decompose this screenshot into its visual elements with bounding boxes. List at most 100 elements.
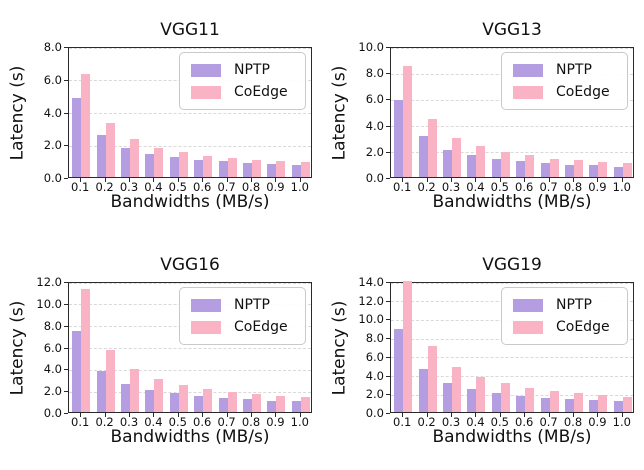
bar-nptp: [613, 401, 623, 412]
gridline: [391, 152, 633, 154]
subplot-vgg11: VGG11 Latency (s) Bandwidths (MB/s) NPTP CoE…: [0, 0, 322, 235]
gridline: [391, 394, 633, 396]
bar-coedge: [403, 281, 413, 412]
y-tick-label: 10.0: [358, 40, 384, 54]
bar-nptp: [565, 164, 574, 177]
subplot-vgg19: VGG19 Latency (s) Bandwidths (MB/s) NPTP CoE…: [322, 235, 644, 470]
bar-coedge: [203, 155, 213, 177]
x-tick-label: 0.1: [71, 180, 90, 194]
bar-nptp: [516, 161, 526, 177]
x-tick-label: 0.9: [588, 180, 607, 194]
y-tick-label: 4.0: [43, 105, 62, 120]
x-axis-label: Bandwidths (MB/s): [432, 427, 592, 447]
y-tick-label: 6.0: [43, 72, 62, 87]
x-tick-mark: [573, 413, 574, 417]
gridline: [391, 376, 633, 378]
bar-nptp: [418, 136, 428, 177]
y-tick-label: 0.0: [43, 406, 62, 420]
y-tick-label: 10.0: [36, 296, 62, 311]
bar-nptp: [491, 158, 501, 177]
y-tick-label: 8.0: [43, 40, 62, 54]
x-tick-mark: [524, 178, 526, 182]
x-tick-mark: [475, 178, 477, 182]
chart-title: VGG11: [160, 20, 220, 40]
x-axis-label: Bandwidths (MB/s): [432, 192, 592, 212]
bar-coedge: [276, 395, 286, 412]
bar-nptp: [194, 396, 204, 412]
x-tick-label: 0.7: [217, 180, 236, 194]
legend-label: NPTP: [556, 61, 592, 78]
y-tick-label: 2.0: [43, 138, 62, 153]
x-tick-mark: [299, 178, 301, 182]
bar-coedge: [276, 161, 286, 177]
y-tick-mark: [386, 99, 390, 101]
bar-coedge: [105, 349, 115, 412]
x-tick-mark: [548, 178, 550, 182]
bar-coedge: [81, 288, 91, 412]
legend-label: NPTP: [234, 296, 270, 313]
x-tick-mark: [129, 413, 130, 417]
bar-nptp: [443, 382, 452, 412]
x-tick-mark: [275, 178, 277, 182]
gridline: [69, 47, 311, 49]
x-tick-mark: [451, 178, 452, 182]
legend-item-nptp: NPTP: [513, 294, 627, 316]
legend-item-nptp: NPTP: [513, 59, 627, 81]
legend-label: CoEdge: [556, 83, 610, 100]
y-tick-label: 2.0: [365, 387, 384, 402]
y-tick-label: 6.0: [365, 349, 384, 364]
bar-nptp: [613, 166, 623, 177]
legend-label: NPTP: [556, 296, 592, 313]
gridline: [391, 282, 633, 284]
y-tick-mark: [386, 300, 390, 302]
x-tick-mark: [80, 413, 82, 417]
y-tick-label: 0.0: [365, 171, 384, 185]
x-tick-label: 0.2: [417, 180, 436, 194]
bar-coedge: [227, 158, 237, 177]
y-tick-mark: [64, 413, 68, 414]
y-tick-mark: [386, 73, 390, 75]
y-axis-label: Latency (s): [329, 300, 350, 396]
bar-nptp: [145, 154, 155, 177]
y-tick-label: 10.0: [358, 312, 384, 327]
x-tick-label: 0.9: [266, 180, 285, 194]
bar-nptp: [418, 368, 428, 412]
x-tick-mark: [475, 413, 477, 417]
chart-title: VGG13: [482, 20, 542, 40]
x-tick-label: 0.8: [241, 180, 261, 194]
legend-swatch-coedge: [513, 85, 543, 99]
y-tick-mark: [386, 413, 390, 414]
bar-coedge: [300, 162, 310, 177]
bar-coedge: [403, 65, 413, 177]
gridline: [391, 357, 633, 359]
x-tick-label: 0.2: [417, 415, 436, 429]
x-tick-mark: [426, 178, 428, 182]
bar-coedge: [622, 396, 632, 412]
legend: NPTP CoEdge: [179, 52, 306, 110]
x-tick-mark: [524, 413, 526, 417]
x-tick-label: 0.1: [393, 180, 412, 194]
y-tick-label: 6.0: [365, 92, 384, 107]
y-tick-label: 8.0: [365, 331, 384, 346]
x-tick-label: 0.1: [71, 415, 90, 429]
gridline: [69, 282, 311, 284]
bar-nptp: [589, 165, 599, 177]
bar-coedge: [452, 366, 461, 412]
legend-swatch-coedge: [513, 320, 543, 334]
bar-nptp: [589, 400, 599, 412]
y-axis-label: Latency (s): [7, 65, 28, 161]
bar-nptp: [121, 383, 130, 412]
x-tick-mark: [499, 178, 501, 182]
x-tick-label: 0.4: [144, 180, 163, 194]
x-tick-mark: [548, 413, 550, 417]
bar-nptp: [394, 328, 404, 412]
bar-nptp: [565, 398, 574, 412]
gridline: [391, 126, 633, 128]
y-tick-label: 0.0: [43, 171, 62, 185]
legend-item-coedge: CoEdge: [191, 316, 305, 338]
x-tick-label: 0.3: [119, 180, 139, 194]
x-tick-mark: [499, 413, 501, 417]
legend-swatch-nptp: [513, 63, 543, 77]
x-tick-mark: [275, 413, 277, 417]
